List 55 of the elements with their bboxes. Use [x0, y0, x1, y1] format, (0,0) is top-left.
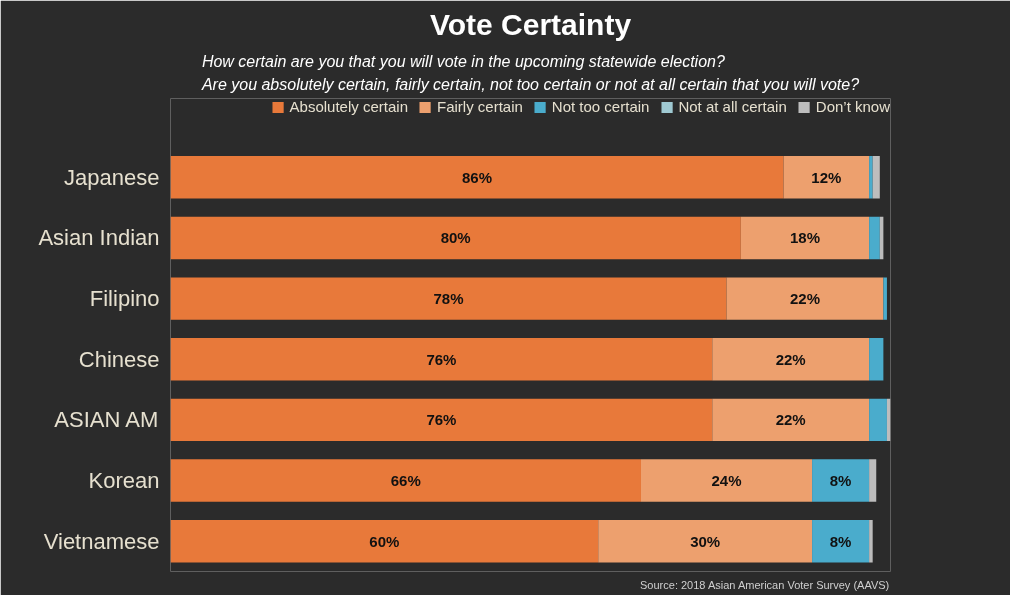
y-tick-label: Filipino	[89, 286, 160, 312]
bar	[712, 398, 870, 442]
data-label: 8%	[829, 532, 852, 550]
bar	[869, 338, 884, 381]
bar	[783, 156, 870, 199]
bar	[170, 216, 741, 260]
bar	[869, 519, 873, 563]
bar	[872, 156, 880, 199]
data-label: 78%	[433, 290, 464, 308]
bar	[712, 338, 870, 381]
legend-label: Not too certain	[551, 98, 650, 115]
data-label: 76%	[426, 411, 457, 429]
y-tick-label: Asian Indian	[38, 225, 160, 251]
bar	[869, 398, 887, 442]
y-tick-label: Chinese	[78, 346, 160, 372]
bar	[641, 459, 813, 502]
data-label: 80%	[440, 229, 471, 247]
source-note: Source: 2018 Asian American Voter Survey (AAVS)	[640, 578, 890, 591]
legend-label: Don’t know	[815, 98, 890, 115]
data-label: 24%	[711, 472, 742, 490]
bar	[869, 459, 877, 502]
data-label: 8%	[829, 472, 852, 490]
chart-subtitle: How certain are you that you will vote in the upcoming statewide election? Are you absolutely certain, fairly certain, not too certain or not at all certain that you will vote?	[200, 52, 860, 94]
bar	[812, 519, 870, 563]
data-label: 30%	[690, 532, 721, 550]
bar	[812, 459, 870, 502]
y-tick-label: Vietnamese	[43, 528, 160, 554]
bar	[170, 277, 727, 320]
bar	[170, 398, 713, 442]
data-label: 76%	[426, 350, 457, 368]
data-label: 66%	[390, 472, 421, 490]
data-label: 60%	[369, 532, 400, 550]
data-label: 18%	[789, 229, 820, 247]
y-tick-label: ASIAN AM	[54, 407, 159, 433]
data-label: 22%	[789, 290, 820, 308]
y-tick-label: Japanese	[64, 164, 160, 190]
data-label: 12%	[811, 168, 842, 186]
legend-label: Fairly certain	[436, 98, 523, 115]
y-tick-label: Korean	[88, 468, 160, 494]
bar	[726, 277, 884, 320]
data-label: 86%	[462, 168, 493, 186]
data-label: 22%	[775, 411, 806, 429]
bar	[869, 156, 873, 199]
bar	[883, 277, 887, 320]
bar	[170, 459, 641, 502]
bar	[869, 216, 880, 260]
bar	[598, 519, 813, 563]
legend-label: Not at all certain	[678, 98, 787, 115]
legend-label: Absolutely certain	[289, 98, 408, 115]
data-label: 22%	[775, 350, 806, 368]
bar	[170, 519, 599, 563]
bar	[170, 338, 713, 381]
bar	[740, 216, 870, 260]
bar	[170, 156, 784, 199]
chart-title: Vote Certainty	[429, 7, 632, 41]
